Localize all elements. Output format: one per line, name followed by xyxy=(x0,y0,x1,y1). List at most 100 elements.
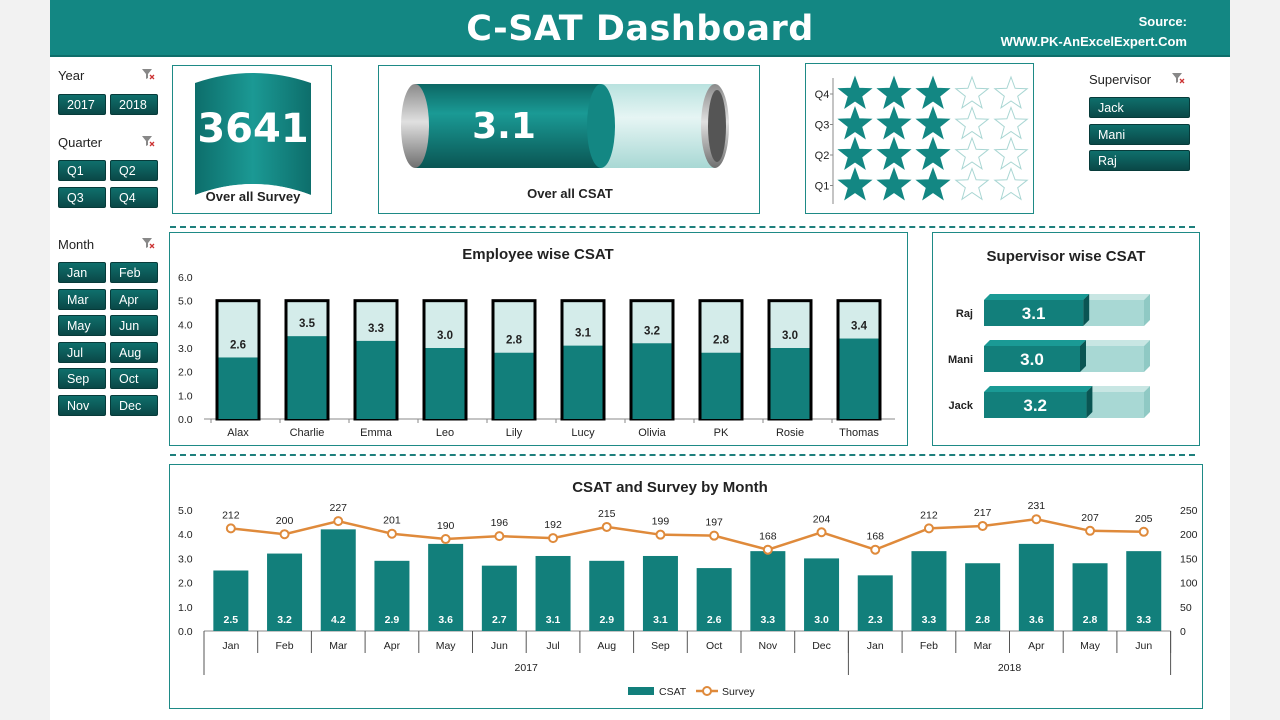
x-tick-label: Leo xyxy=(436,427,454,439)
csat-bar xyxy=(857,575,893,631)
csat-bar xyxy=(267,553,303,631)
slicer-quarter-q3[interactable]: Q3 xyxy=(58,187,106,208)
quarter-star-chart: Q4 Q3 Q2 Q1 xyxy=(815,75,1029,204)
x-tick-label: Mar xyxy=(329,640,348,652)
slicer-quarter-q1[interactable]: Q1 xyxy=(58,160,106,181)
x-tick-label: Sep xyxy=(651,640,670,652)
slicer-month-jun[interactable]: Jun xyxy=(110,315,158,336)
slicer-month-oct[interactable]: Oct xyxy=(110,368,158,389)
star-filled-icon xyxy=(837,106,873,140)
survey-point xyxy=(870,544,881,555)
x-tick-label: Nov xyxy=(759,640,778,652)
star-filled-icon xyxy=(915,106,951,140)
star-empty-icon xyxy=(954,136,990,170)
monthly-csat-survey-chart: CSAT and Survey by Month 0.0 1.0 2.0 3.0 4.0 5… xyxy=(178,479,1198,698)
csat-data-label: 3.1 xyxy=(653,614,668,626)
bar xyxy=(356,340,396,419)
csat-data-label: 2.8 xyxy=(1083,614,1098,626)
slicer-month-dec[interactable]: Dec xyxy=(110,394,158,416)
csat-data-label: 2.5 xyxy=(224,614,239,626)
y-tick-label: 6.0 xyxy=(178,272,193,284)
survey-data-label: 212 xyxy=(222,509,240,521)
slicer-month-aug[interactable]: Aug xyxy=(110,341,158,363)
survey-data-label: 217 xyxy=(974,507,992,519)
slicer-month-apr[interactable]: Apr xyxy=(110,288,158,310)
clear-filter-icon[interactable] xyxy=(1171,71,1185,85)
survey-data-label: 205 xyxy=(1135,513,1153,525)
csat-bar xyxy=(696,568,732,631)
slicer-month-may[interactable]: May xyxy=(58,315,106,336)
clear-filter-icon[interactable] xyxy=(141,134,155,148)
csat-bar xyxy=(1126,551,1162,631)
survey-point xyxy=(816,527,827,538)
x-tick-label: Jan xyxy=(867,640,884,652)
csat-data-label: 2.9 xyxy=(385,614,400,626)
star-empty-icon xyxy=(993,167,1029,201)
y-tick-label: 4.0 xyxy=(178,319,193,331)
supervisor-csat-chart: Supervisor wise CSAT 3.1 Raj 3.0 Mani 3.2 Jack xyxy=(948,248,1150,418)
y-tick-label: 0.0 xyxy=(178,626,193,638)
survey-data-label: 231 xyxy=(1028,500,1046,512)
slicer-supervisor-jack[interactable]: Jack xyxy=(1089,97,1190,118)
bar xyxy=(984,300,1084,326)
bar xyxy=(218,357,258,419)
slicer-supervisor-mani[interactable]: Mani xyxy=(1089,124,1190,145)
star-empty-icon xyxy=(993,136,1029,170)
survey-point xyxy=(386,528,397,539)
survey-line xyxy=(230,517,1144,552)
x-tick-label: Jun xyxy=(491,640,508,652)
survey-kpi-label: Over all Survey xyxy=(205,189,301,204)
slicer-month-jul[interactable]: Jul xyxy=(58,341,106,363)
bar xyxy=(563,345,603,419)
y-tick-label: 1.0 xyxy=(178,390,193,402)
data-label: 3.5 xyxy=(299,318,316,330)
survey-data-label: 168 xyxy=(759,531,777,543)
x-tick-label: Apr xyxy=(1028,640,1045,652)
slicer-quarter-q4[interactable]: Q4 xyxy=(110,187,158,208)
star-filled-icon xyxy=(837,75,873,109)
slicer-quarter-q2[interactable]: Q2 xyxy=(110,160,158,181)
y2-tick-label: 200 xyxy=(1180,529,1198,541)
star-filled-icon xyxy=(876,136,912,170)
slicer-month-nov[interactable]: Nov xyxy=(58,394,106,416)
y-tick-label: 0.0 xyxy=(178,414,193,426)
slicer-year-2018[interactable]: 2018 xyxy=(110,94,158,115)
clear-filter-icon[interactable] xyxy=(141,67,155,81)
slicer-month-feb[interactable]: Feb xyxy=(110,262,158,283)
survey-point xyxy=(279,529,290,540)
survey-point xyxy=(762,544,773,555)
y2-tick-label: 100 xyxy=(1180,578,1198,590)
slicer-month-jan[interactable]: Jan xyxy=(58,262,106,283)
bar xyxy=(287,336,327,419)
data-label: 3.3 xyxy=(368,323,384,335)
csat-progress-tube xyxy=(401,84,729,168)
survey-point xyxy=(601,521,612,532)
survey-point xyxy=(1138,526,1149,537)
data-label: 3.0 xyxy=(1020,350,1044,369)
slicer-year-2017[interactable]: 2017 xyxy=(58,94,106,115)
slicer-month-sep[interactable]: Sep xyxy=(58,368,106,389)
slicer-month-mar[interactable]: Mar xyxy=(58,288,106,310)
csat-data-label: 3.2 xyxy=(277,614,292,626)
survey-point xyxy=(709,530,720,541)
survey-data-label: 207 xyxy=(1081,512,1099,524)
title-bar: C-SAT Dashboard Source: WWW.PK-AnExcelEx… xyxy=(50,0,1230,57)
y-tick-label: 5.0 xyxy=(178,296,193,308)
y-tick-label: 4.0 xyxy=(178,529,193,541)
employee-csat-chart: Employee wise CSAT 0.0 1.0 2.0 3.0 4.0 5.0 6.0 2… xyxy=(178,246,895,439)
csat-bar xyxy=(589,560,625,631)
survey-cylinder-graphic xyxy=(195,73,311,209)
csat-bar xyxy=(374,560,410,631)
x-tick-label: Dec xyxy=(812,640,831,652)
bar xyxy=(984,392,1087,418)
clear-filter-icon[interactable] xyxy=(141,236,155,250)
survey-point xyxy=(923,523,934,534)
csat-data-label: 2.3 xyxy=(868,614,883,626)
category-label: Raj xyxy=(956,308,973,320)
bar xyxy=(494,352,534,419)
star-empty-icon xyxy=(954,167,990,201)
star-filled-icon xyxy=(915,136,951,170)
x-tick-label: Lucy xyxy=(571,427,595,439)
slicer-supervisor-raj[interactable]: Raj xyxy=(1089,150,1190,171)
star-filled-icon xyxy=(837,136,873,170)
